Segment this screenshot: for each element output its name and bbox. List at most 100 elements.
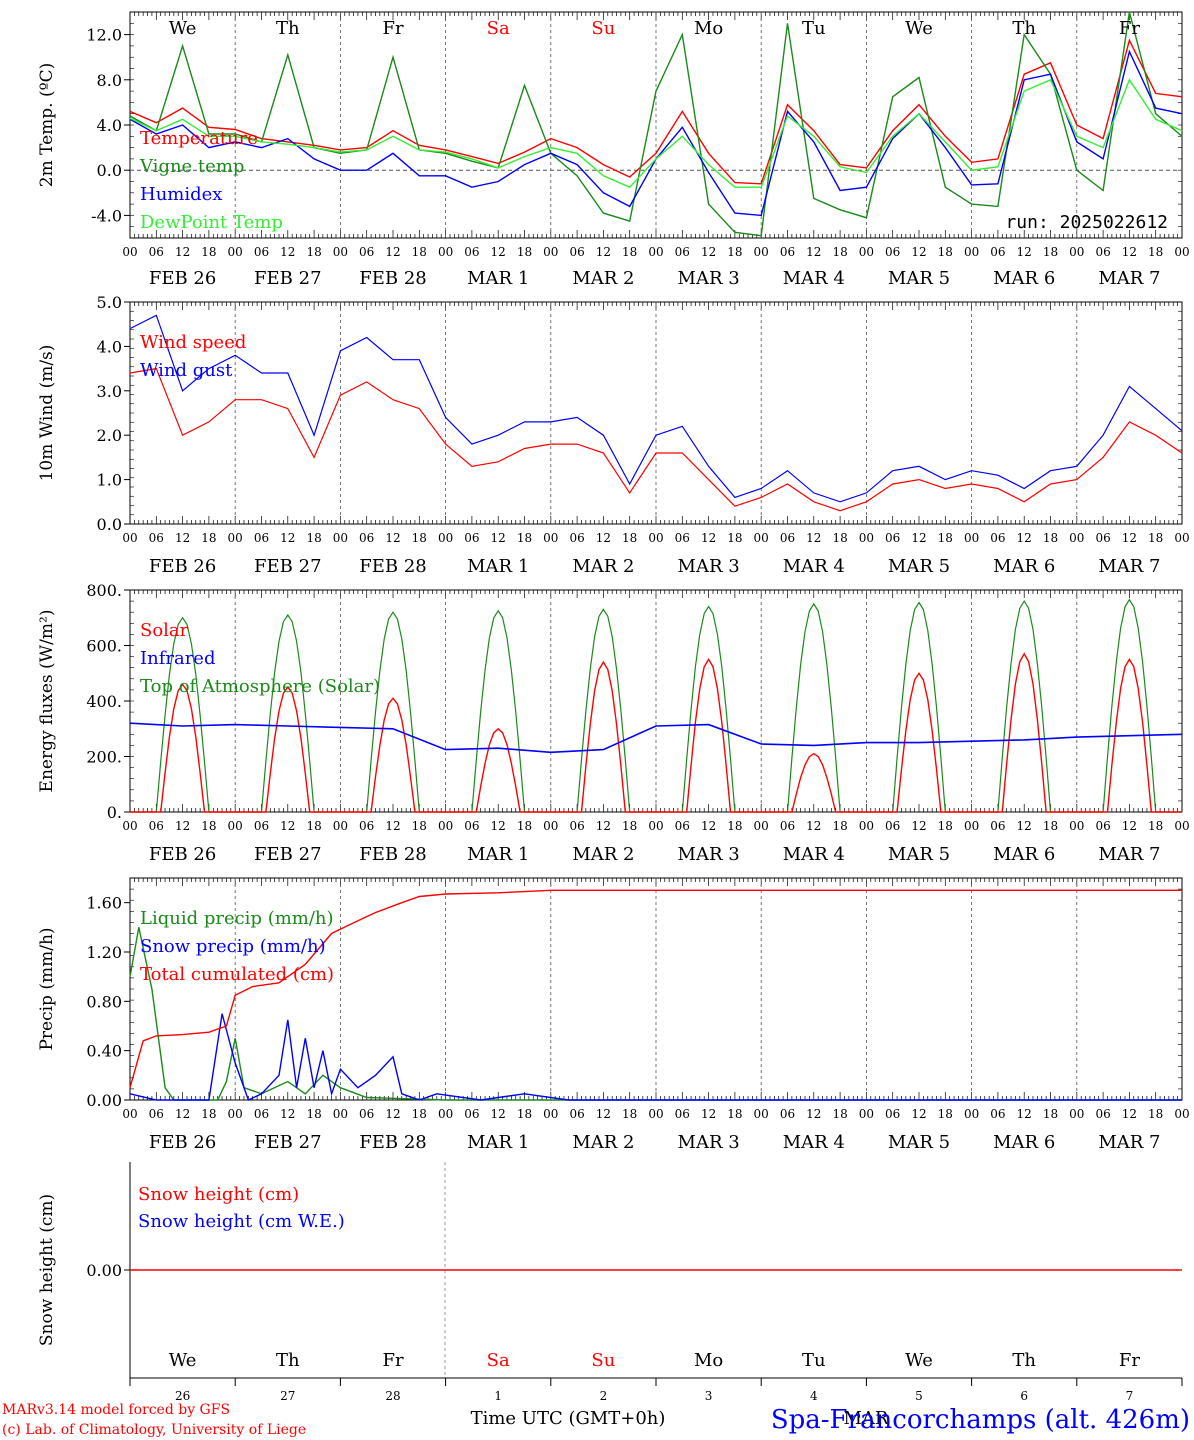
day-name-label: Th	[1012, 18, 1036, 39]
legend-entry: Humidex	[140, 184, 222, 205]
hour-tick-label: 06	[569, 819, 584, 833]
hour-tick-label: 18	[306, 531, 321, 545]
panel-1: 00 06 12 18 FEB 26 00 06 12 18 FEB 27 00 06 12 18 FEB …	[37, 11, 1190, 289]
hour-tick-label: 18	[1043, 819, 1058, 833]
hour-tick-label: 00	[648, 1107, 663, 1121]
hour-tick-label: 00	[333, 819, 348, 833]
day-name-label: Tu	[802, 1350, 826, 1371]
legend-entry: Snow height (cm W.E.)	[138, 1211, 345, 1232]
hour-tick-label: 12	[806, 1107, 821, 1121]
y-axis-label: Energy fluxes (W/m²)	[37, 610, 57, 793]
hour-tick-label: 12	[175, 819, 190, 833]
hour-tick-label: 00	[964, 819, 979, 833]
date-label: MAR 3	[678, 268, 740, 289]
hour-tick-label: 00	[122, 531, 137, 545]
hour-tick-label: 12	[491, 819, 506, 833]
hour-tick-label: 18	[938, 819, 953, 833]
hour-tick-label: 06	[359, 245, 374, 259]
hour-tick-label: 00	[228, 819, 243, 833]
hour-tick-label: 18	[517, 531, 532, 545]
hour-tick-label: 12	[1122, 245, 1137, 259]
legend-entry: Infrared	[140, 648, 215, 669]
hour-tick-label: 18	[1148, 819, 1163, 833]
y-tick-label: 400.	[86, 692, 122, 711]
date-label: MAR 4	[783, 844, 845, 865]
hour-tick-label: 06	[359, 819, 374, 833]
hour-tick-label: 00	[333, 1107, 348, 1121]
hour-tick-label: 00	[228, 1107, 243, 1121]
hour-tick-label: 18	[412, 819, 427, 833]
day-name-label: Th	[1012, 1350, 1036, 1371]
hour-tick-label: 12	[596, 819, 611, 833]
day-number-label: 6	[1020, 1389, 1028, 1403]
date-label: MAR 7	[1098, 1132, 1160, 1153]
hour-tick-label: 00	[1069, 819, 1084, 833]
y-tick-label: 0.00	[86, 1261, 122, 1280]
y-axis-label: 2m Temp. (ºC)	[37, 63, 57, 188]
y-tick-label: 0.80	[86, 992, 122, 1011]
y-tick-label: 3.0	[97, 382, 122, 401]
hour-tick-label: 00	[122, 245, 137, 259]
hour-tick-label: 18	[412, 1107, 427, 1121]
day-name-label: Fr	[1119, 18, 1140, 39]
y-tick-label: 0.	[107, 803, 122, 822]
panel-4: 00 06 12 18 FEB 26 00 06 12 18 FEB 27 00 06 12 18 FEB …	[37, 877, 1190, 1153]
hour-tick-label: 00	[543, 245, 558, 259]
hour-tick-label: 18	[727, 1107, 742, 1121]
date-label: MAR 4	[783, 268, 845, 289]
hour-tick-label: 18	[306, 245, 321, 259]
date-label: MAR 7	[1098, 268, 1160, 289]
hour-tick-label: 18	[306, 1107, 321, 1121]
hour-tick-label: 12	[280, 245, 295, 259]
hour-tick-label: 00	[754, 245, 769, 259]
y-axis-label: Snow height (cm)	[37, 1194, 57, 1346]
hour-tick-label: 06	[885, 531, 900, 545]
date-label: FEB 28	[359, 556, 426, 577]
y-tick-label: 2.0	[97, 426, 122, 445]
legend-entry: Total cumulated (cm)	[140, 964, 334, 985]
hour-tick-label: 18	[1148, 531, 1163, 545]
hour-tick-label: 12	[911, 531, 926, 545]
series-line-wind-gust	[129, 314, 1183, 503]
hour-tick-label: 06	[990, 531, 1005, 545]
day-name-label: Su	[591, 1350, 615, 1371]
hour-tick-label: 06	[254, 1107, 269, 1121]
hour-tick-label: 06	[464, 819, 479, 833]
series-line-infrared	[129, 722, 1183, 754]
hour-tick-label: 00	[859, 531, 874, 545]
time-axis-label: Time UTC (GMT+0h)	[471, 1408, 666, 1429]
hour-tick-label: 12	[701, 245, 716, 259]
date-label: MAR 7	[1098, 556, 1160, 577]
day-name-label: Fr	[382, 1350, 403, 1371]
day-number-label: 7	[1126, 1389, 1134, 1403]
date-label: FEB 26	[149, 1132, 216, 1153]
day-number-label: 5	[915, 1389, 923, 1403]
y-tick-label: 0.0	[97, 515, 122, 534]
hour-tick-label: 12	[385, 245, 400, 259]
hour-tick-label: 06	[780, 819, 795, 833]
hour-tick-label: 06	[149, 1107, 164, 1121]
y-tick-label: 800.	[86, 581, 122, 600]
hour-tick-label: 12	[806, 245, 821, 259]
hour-tick-label: 18	[1043, 245, 1058, 259]
hour-tick-label: 00	[228, 245, 243, 259]
y-axis-label: Precip (mm/h)	[37, 927, 57, 1050]
y-tick-label: 4.0	[97, 116, 122, 135]
date-label: MAR 7	[1098, 844, 1160, 865]
hour-tick-label: 00	[859, 245, 874, 259]
run-label: run: 2025022612	[1005, 212, 1168, 233]
hour-tick-label: 06	[464, 531, 479, 545]
y-tick-label: 4.0	[97, 337, 122, 356]
hour-tick-label: 06	[1095, 819, 1110, 833]
hour-tick-label: 18	[201, 531, 216, 545]
y-tick-label: 0.40	[86, 1042, 122, 1061]
hour-tick-label: 06	[464, 1107, 479, 1121]
y-tick-label: 5.0	[97, 293, 122, 312]
credit-line-2: (c) Lab. of Climatology, University of L…	[2, 1422, 306, 1438]
legend-entry: Liquid precip (mm/h)	[140, 908, 334, 929]
hour-tick-label: 12	[701, 531, 716, 545]
hour-tick-label: 12	[1017, 819, 1032, 833]
y-tick-label: 12.0	[86, 26, 122, 45]
date-label: FEB 27	[254, 268, 321, 289]
